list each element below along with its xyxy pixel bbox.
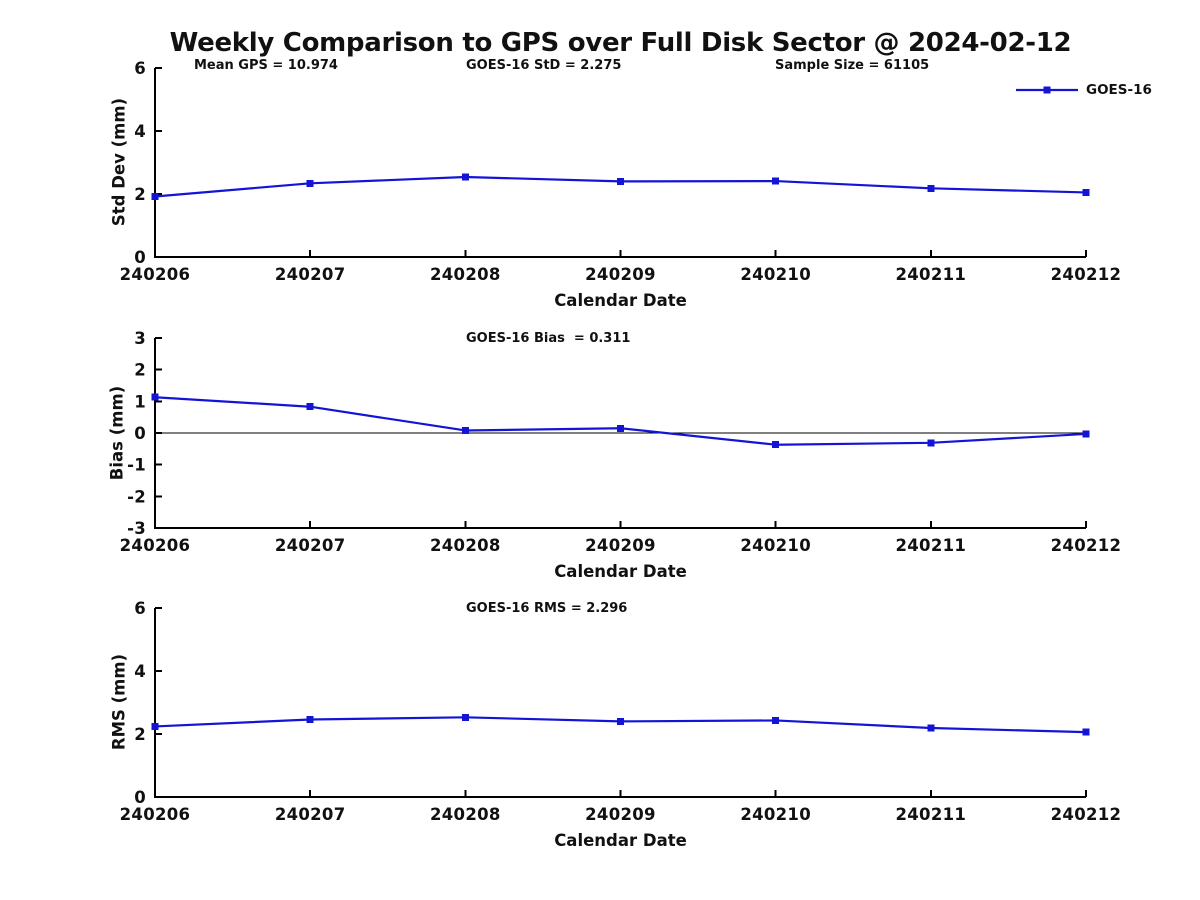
xlabel-stddev: Calendar Date xyxy=(554,291,687,310)
y-tick-label: 0 xyxy=(134,424,146,443)
annotation-goes16-std: GOES-16 StD = 2.275 xyxy=(466,58,622,73)
y-tick-label: 2 xyxy=(134,361,146,380)
data-marker xyxy=(927,724,935,732)
data-marker xyxy=(461,173,469,181)
x-tick-label: 240206 xyxy=(120,536,191,555)
legend-label: GOES-16 xyxy=(1086,82,1152,98)
data-marker xyxy=(1082,188,1090,196)
y-tick-label: 4 xyxy=(134,122,146,141)
x-tick-label: 240212 xyxy=(1051,805,1122,824)
data-marker xyxy=(617,424,624,432)
annotation-sample-size: Sample Size = 61105 xyxy=(775,58,930,73)
x-tick-label: 240212 xyxy=(1051,265,1122,284)
y-tick-label: -3 xyxy=(127,519,146,538)
stddev-chart: 0 2 4 6 240206 240207 240208 240209 240210 240211… xyxy=(120,59,1122,284)
x-tick-label: 240210 xyxy=(740,265,811,284)
series-line xyxy=(154,396,1087,446)
x-tick-label: 240207 xyxy=(275,805,346,824)
data-marker xyxy=(461,426,469,434)
data-marker xyxy=(1082,430,1090,438)
data-marker xyxy=(151,722,159,730)
data-marker xyxy=(151,193,159,201)
axis xyxy=(154,338,1086,529)
rms-chart: 0 2 4 6 240206 240207 240208 240209 240210 240211… xyxy=(120,599,1122,824)
x-tick-label: 240207 xyxy=(275,536,346,555)
data-marker xyxy=(772,177,780,185)
x-tick-label: 240211 xyxy=(895,536,966,555)
annotation-goes16-rms: GOES-16 RMS = 2.296 xyxy=(466,601,628,616)
annotation-goes16-bias: GOES-16 Bias = 0.311 xyxy=(466,331,631,346)
data-marker xyxy=(1082,728,1090,736)
annotation-mean-gps: Mean GPS = 10.974 xyxy=(194,58,338,73)
data-marker xyxy=(772,716,780,724)
x-tick-label: 240208 xyxy=(430,805,501,824)
y-tick-label: 2 xyxy=(134,185,146,204)
x-tick-label: 240210 xyxy=(740,536,811,555)
y-tick-label: 2 xyxy=(134,725,146,744)
y-tick-label: -1 xyxy=(127,456,146,475)
data-marker xyxy=(306,403,314,411)
legend: GOES-16 xyxy=(1016,82,1152,98)
y-tick-label: -2 xyxy=(127,487,146,506)
data-marker xyxy=(927,439,935,447)
legend-line-marker-icon xyxy=(1016,86,1078,94)
data-marker xyxy=(306,179,314,187)
x-tick-label: 240207 xyxy=(275,265,346,284)
data-marker xyxy=(306,716,314,724)
y-tick-label: 3 xyxy=(134,329,146,348)
y-tick-label: 6 xyxy=(134,599,146,618)
x-tick-label: 240212 xyxy=(1051,536,1122,555)
data-marker xyxy=(151,393,159,401)
x-tick-label: 240210 xyxy=(740,805,811,824)
data-marker xyxy=(617,717,624,725)
figure-title: Weekly Comparison to GPS over Full Disk … xyxy=(169,28,1072,58)
x-tick-label: 240208 xyxy=(430,536,501,555)
xlabel-bias: Calendar Date xyxy=(554,562,687,581)
y-tick-label: 1 xyxy=(134,392,146,411)
x-tick-label: 240211 xyxy=(895,805,966,824)
y-tick-label: 6 xyxy=(134,59,146,78)
y-tick-label: 0 xyxy=(134,248,146,267)
x-tick-label: 240206 xyxy=(120,805,191,824)
data-marker xyxy=(772,441,780,449)
x-tick-label: 240206 xyxy=(120,265,191,284)
data-marker xyxy=(617,177,624,185)
y-tick-label: 4 xyxy=(134,662,146,681)
x-tick-label: 240211 xyxy=(895,265,966,284)
data-marker xyxy=(461,713,469,721)
x-tick-label: 240209 xyxy=(585,265,656,284)
x-tick-label: 240209 xyxy=(585,805,656,824)
y-tick-label: 0 xyxy=(134,788,146,807)
xlabel-rms: Calendar Date xyxy=(554,831,687,850)
x-tick-label: 240208 xyxy=(430,265,501,284)
data-marker xyxy=(927,184,935,192)
x-tick-label: 240209 xyxy=(585,536,656,555)
axis xyxy=(154,608,1086,798)
axis xyxy=(154,68,1086,258)
